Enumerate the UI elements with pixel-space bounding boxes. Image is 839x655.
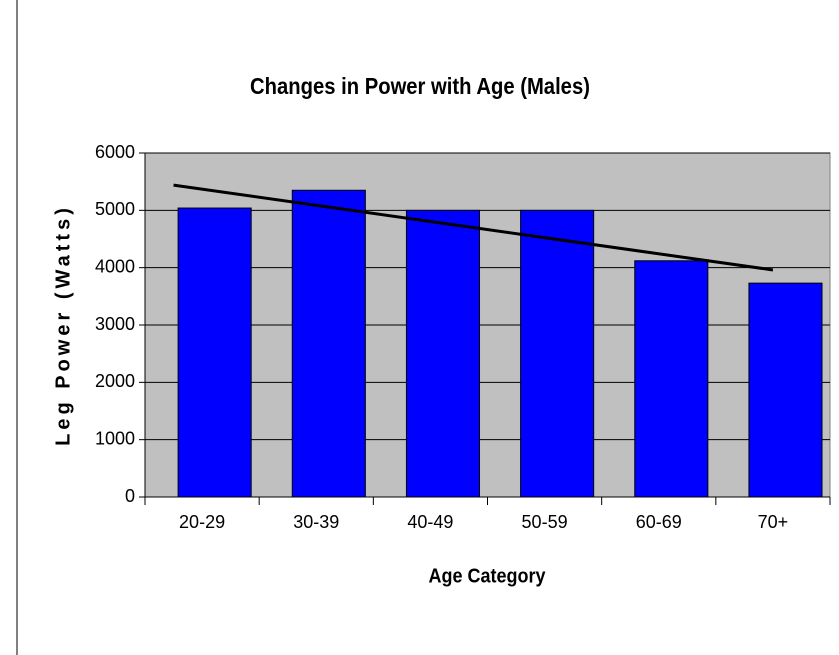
x-tick-label: 40-49 (407, 512, 453, 532)
bar (748, 282, 823, 498)
x-tick-label: 30-39 (293, 512, 339, 532)
bar (405, 209, 481, 498)
y-tick-label: 3000 (95, 314, 135, 334)
y-tick-label: 6000 (95, 142, 135, 162)
y-tick-label: 4000 (95, 256, 135, 276)
y-axis-title: Leg Power (Watts) (52, 204, 74, 446)
x-tick-label: 60-69 (636, 512, 682, 532)
y-tick-label: 0 (125, 486, 135, 506)
y-tick-label: 1000 (95, 428, 135, 448)
trendline (173, 183, 774, 272)
x-tick-label: 70+ (758, 512, 789, 532)
bar (177, 207, 252, 498)
y-tick-label: 2000 (95, 371, 135, 391)
bar (291, 189, 366, 498)
x-tick-label: 20-29 (179, 512, 225, 532)
bar (634, 260, 709, 498)
bar (520, 209, 595, 498)
y-tick-label: 5000 (95, 199, 135, 219)
chart-title: Changes in Power with Age (Males) (250, 73, 590, 100)
x-tick-label: 50-59 (522, 512, 568, 532)
x-axis-title: Age Category (429, 565, 546, 587)
